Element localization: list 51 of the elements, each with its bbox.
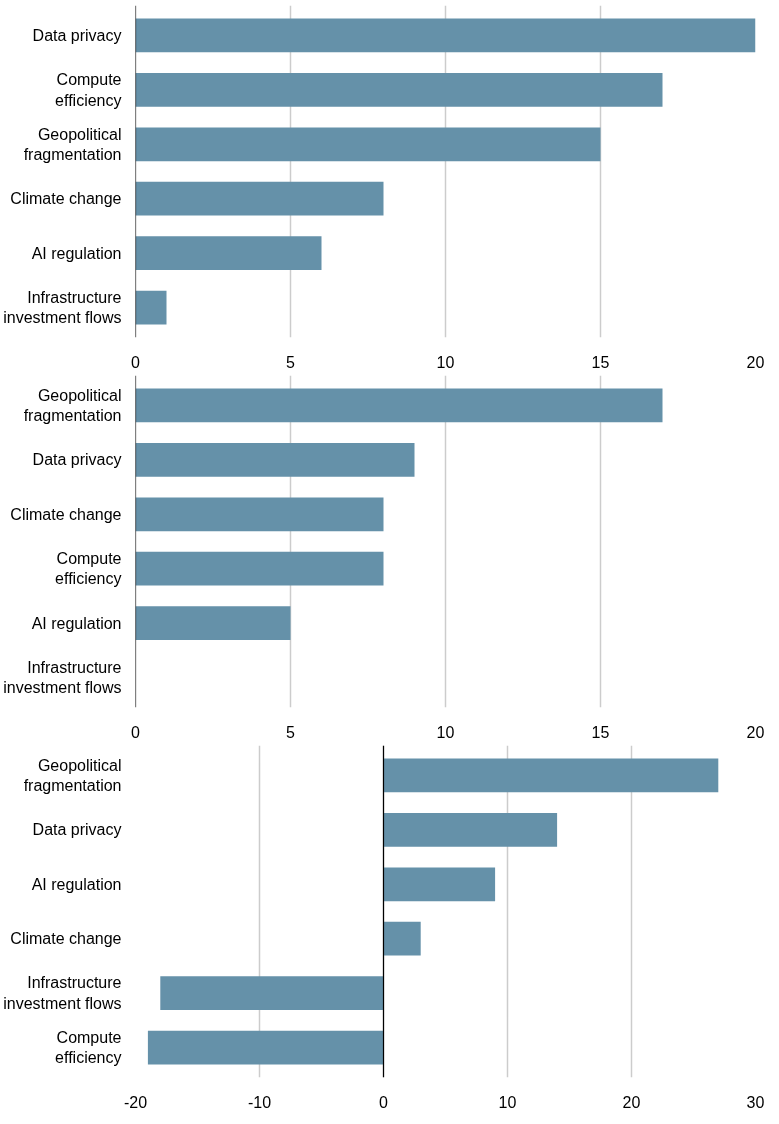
bar: [383, 812, 558, 847]
y-tick-label: Geopolitical fragmentation: [23, 756, 122, 795]
x-tick-label: 15: [591, 723, 610, 741]
y-tick-label: Geopolitical fragmentation: [23, 125, 122, 163]
x-tick-label: 20: [746, 353, 765, 371]
x-tick-label: 10: [498, 1093, 517, 1111]
x-tick-label: 20: [746, 723, 765, 741]
y-tick-label: Climate change: [10, 190, 122, 208]
bar: [147, 1030, 384, 1065]
x-tick-label: 5: [286, 353, 296, 371]
bar: [135, 181, 384, 216]
bar: [135, 127, 601, 162]
x-tick-label: 20: [622, 1093, 641, 1111]
bar: [135, 72, 663, 107]
x-tick-label: 5: [286, 723, 296, 741]
y-tick-label: Infrastructure investment flows: [3, 658, 122, 697]
bar: [135, 551, 384, 586]
y-tick-label: Climate change: [10, 930, 122, 948]
y-tick-label: AI regulation: [31, 875, 122, 893]
y-tick-label: Geopolitical fragmentation: [23, 386, 122, 425]
y-tick-label: Compute efficiency: [55, 1028, 122, 1067]
y-tick-label: AI regulation: [31, 244, 122, 262]
y-tick-label: Data privacy: [32, 821, 122, 839]
x-tick-label: -10: [247, 1093, 272, 1111]
y-tick-label: Climate change: [10, 505, 122, 523]
y-tick-label: Infrastructure investment flows: [3, 288, 122, 327]
bar: [135, 18, 756, 53]
y-tick-label: Compute efficiency: [55, 71, 122, 109]
x-tick-label: 0: [379, 1093, 389, 1111]
x-tick-label: 15: [591, 353, 610, 371]
bar: [383, 921, 421, 956]
bar: [135, 388, 663, 423]
bar: [135, 497, 384, 532]
x-tick-label: 10: [436, 723, 455, 741]
y-tick-label: AI regulation: [31, 614, 122, 632]
x-tick-label: 0: [131, 723, 141, 741]
bar: [383, 758, 719, 793]
y-tick-label: Compute efficiency: [55, 550, 122, 588]
bar: [135, 442, 415, 477]
x-tick-label: 10: [436, 353, 455, 371]
bar: [135, 606, 291, 641]
bar: [383, 867, 496, 902]
bar: [135, 290, 167, 325]
x-tick-label: -20: [123, 1093, 148, 1111]
bar: [160, 976, 384, 1011]
x-tick-label: 30: [746, 1093, 765, 1111]
x-tick-label: 0: [131, 353, 141, 371]
y-tick-label: Data privacy: [32, 451, 122, 469]
bar: [135, 236, 322, 271]
y-tick-label: Data privacy: [32, 26, 122, 44]
y-tick-label: Infrastructure investment flows: [3, 974, 122, 1012]
